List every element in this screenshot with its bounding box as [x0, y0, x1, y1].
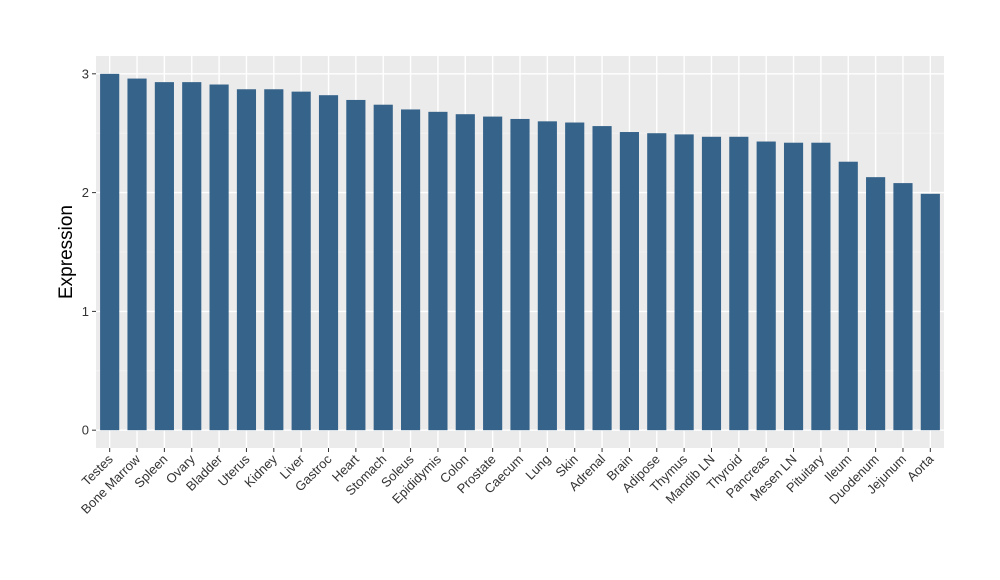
bar [127, 78, 147, 431]
x-tick-label: Lung [522, 452, 553, 483]
y-axis-title: Expression [56, 205, 77, 299]
y-tick-label: 0 [82, 423, 89, 438]
bar [291, 91, 311, 431]
bar [838, 161, 858, 431]
bars [100, 73, 940, 431]
y-tick-label: 1 [82, 304, 89, 319]
bar [264, 89, 284, 431]
bar [373, 104, 393, 431]
bar [920, 193, 940, 431]
bar [565, 122, 585, 431]
bar [893, 183, 913, 431]
bar [811, 142, 831, 431]
bar [537, 121, 557, 431]
bar [729, 136, 749, 431]
bar [619, 132, 639, 431]
bar [401, 109, 421, 431]
bar [182, 82, 202, 431]
bar [154, 82, 174, 431]
bar [510, 118, 530, 431]
bar [783, 142, 804, 431]
bar [455, 114, 475, 431]
bar [100, 73, 120, 431]
bar [236, 89, 257, 431]
y-tick-label: 3 [82, 66, 89, 81]
bar [428, 111, 448, 431]
bar [674, 134, 694, 431]
y-axis: 0 1 2 3 [82, 66, 96, 438]
bar [756, 141, 776, 431]
bar [592, 126, 612, 431]
bar [866, 177, 886, 431]
x-tick-label: Aorta [904, 451, 937, 484]
y-tick-label: 2 [82, 185, 89, 200]
bar [318, 95, 339, 431]
bar [483, 116, 503, 431]
bar [701, 136, 722, 431]
bar [346, 99, 366, 431]
bar [209, 84, 229, 431]
bar [647, 133, 667, 431]
